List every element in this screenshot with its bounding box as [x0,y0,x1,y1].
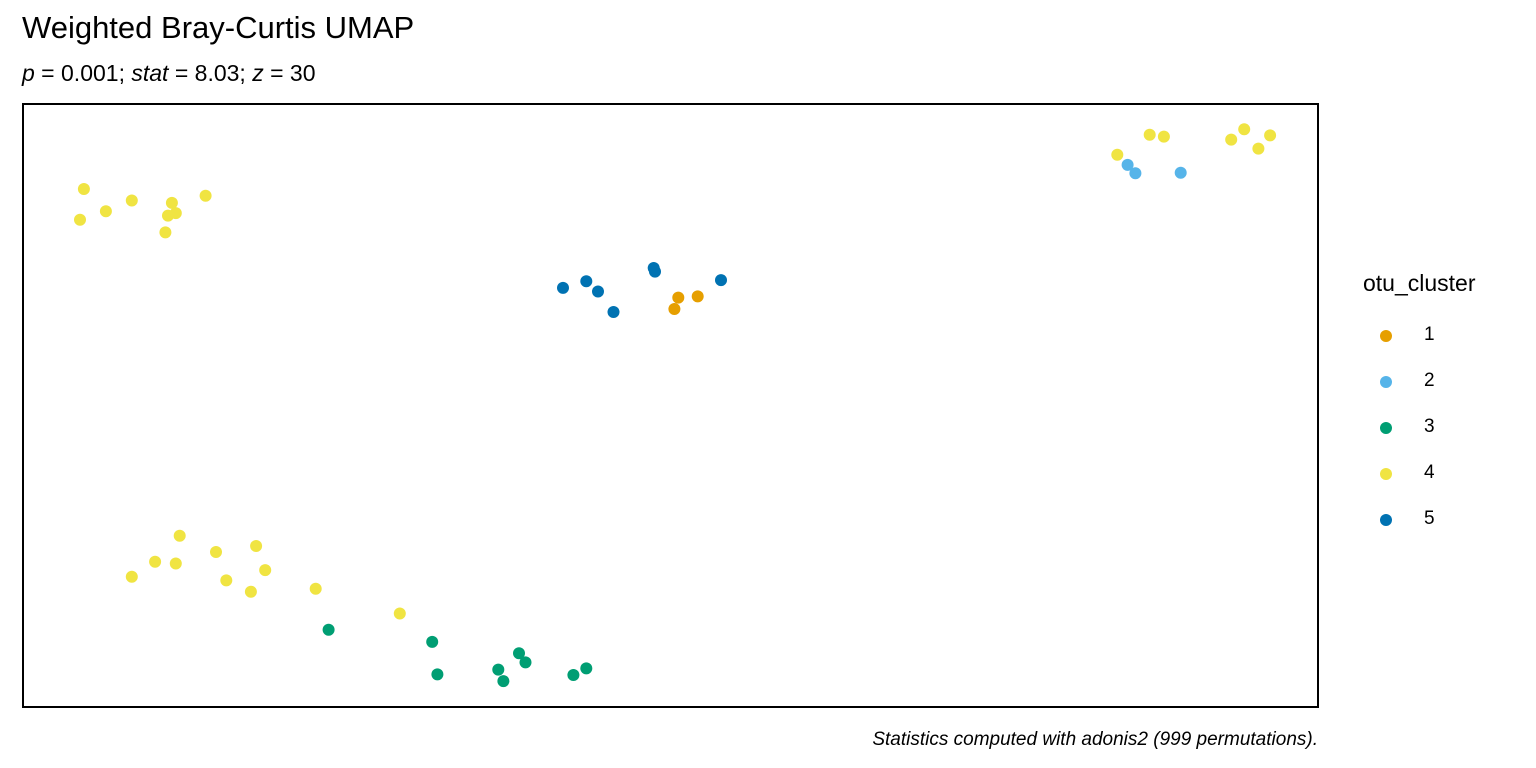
legend-label-4: 4 [1424,462,1435,483]
point-cluster-4-4 [125,194,138,207]
point-cluster-4-22 [220,574,233,587]
point-cluster-1-1 [672,291,685,304]
point-cluster-4-14 [1238,123,1251,136]
point-cluster-5-4 [607,306,620,318]
point-cluster-4-11 [1143,128,1156,141]
point-cluster-4-2 [77,183,90,195]
chart-caption: Statistics computed with adonis2 (999 pe… [872,729,1318,750]
legend-key-2 [1380,376,1392,388]
point-cluster-5-3 [592,285,604,298]
point-cluster-4-13 [1225,133,1238,146]
legend-key-1 [1380,330,1392,342]
z-label: z [252,60,264,86]
p-label: p [22,60,35,86]
chart-subtitle: p = 0.001; stat = 8.03; z = 30 [22,60,316,87]
point-cluster-5-6 [649,265,661,278]
point-cluster-4-3 [99,205,112,218]
point-cluster-4-15 [1252,142,1265,155]
point-cluster-1-3 [691,290,704,303]
point-cluster-4-8 [169,207,182,220]
point-cluster-4-7 [165,196,178,209]
point-cluster-4-18 [149,555,162,568]
point-cluster-4-26 [309,582,322,595]
point-cluster-4-24 [250,540,263,552]
point-cluster-3-4 [492,663,505,676]
point-cluster-3-8 [567,669,580,681]
point-cluster-4-27 [393,607,406,620]
point-cluster-4-25 [259,564,272,577]
point-cluster-5-1 [557,281,569,294]
point-cluster-4-21 [210,546,222,558]
legend-title: otu_cluster [1363,270,1476,296]
point-cluster-2-3 [1174,166,1187,179]
legend-key-3 [1380,422,1392,434]
point-cluster-2-2 [1129,167,1142,180]
point-cluster-3-5 [497,675,510,688]
point-cluster-3-3 [431,668,444,681]
legend-key-4 [1380,468,1392,480]
plot-panel-border [22,103,1319,708]
point-cluster-5-2 [580,275,593,288]
stat-label: stat [131,60,169,86]
p-value: = 0.001; [34,60,132,86]
point-cluster-3-9 [580,662,593,675]
point-cluster-3-7 [519,656,532,669]
stat-value: = 8.03; [168,60,253,86]
points-layer [74,123,1277,688]
point-cluster-4-10 [1111,148,1124,161]
legend-label-3: 3 [1424,416,1435,437]
point-cluster-4-9 [199,189,212,202]
point-cluster-4-5 [159,226,172,239]
point-cluster-4-12 [1157,130,1170,143]
point-cluster-5-7 [715,274,727,287]
point-cluster-4-16 [1264,129,1277,142]
legend-label-2: 2 [1424,370,1435,391]
point-cluster-3-1 [322,623,335,636]
point-cluster-1-2 [668,303,681,315]
point-cluster-4-20 [173,529,186,542]
point-cluster-4-1 [74,213,86,226]
chart-title: Weighted Bray-Curtis UMAP [22,10,415,45]
legend-label-1: 1 [1424,324,1435,345]
point-cluster-4-23 [244,585,257,598]
point-cluster-3-6 [513,647,525,660]
point-cluster-2-1 [1121,158,1134,171]
z-value: = 30 [263,60,316,86]
point-cluster-4-17 [125,570,138,583]
point-cluster-4-19 [169,557,182,570]
legend-label-5: 5 [1424,508,1435,529]
point-cluster-3-2 [426,635,439,648]
legend-key-5 [1380,514,1392,526]
